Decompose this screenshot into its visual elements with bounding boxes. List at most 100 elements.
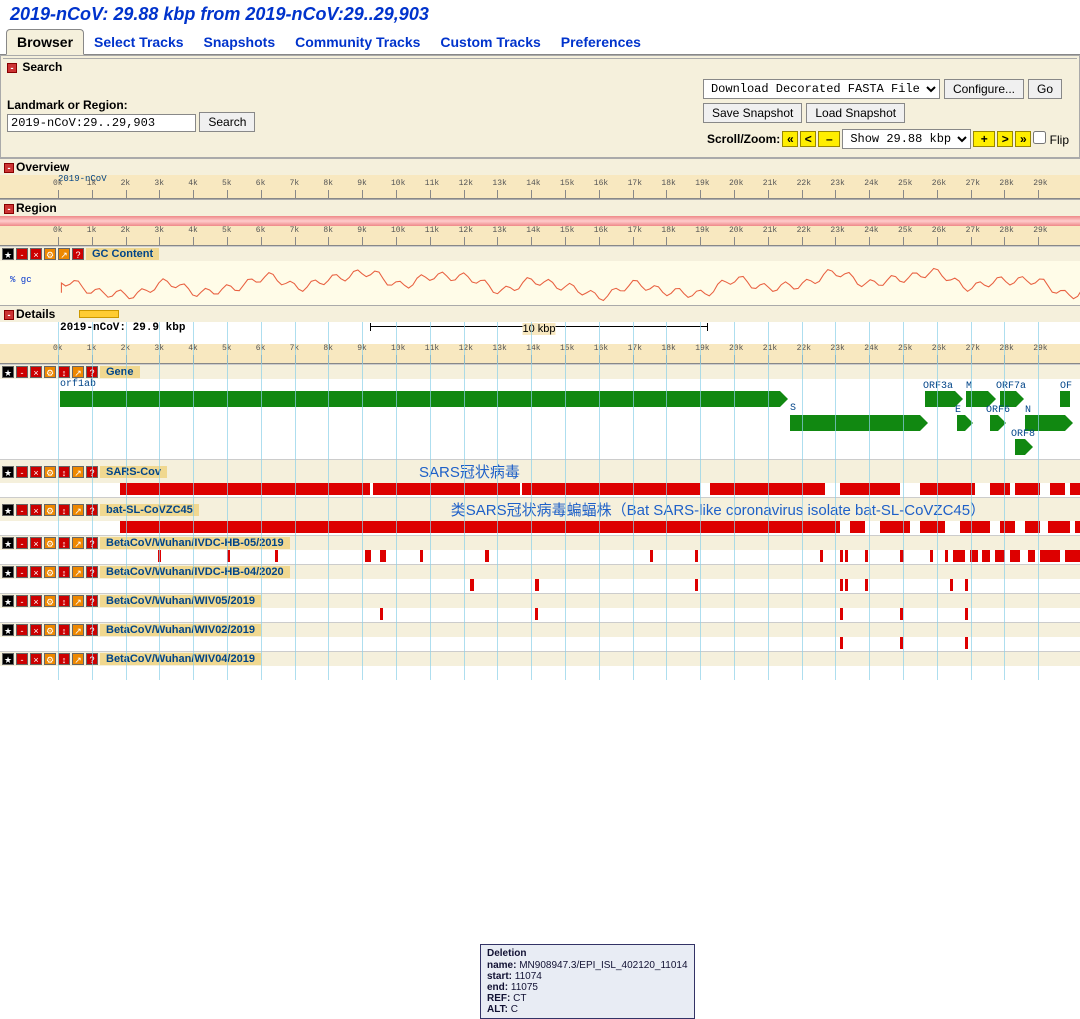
close-icon[interactable]: × xyxy=(30,248,42,260)
cmp-segment[interactable] xyxy=(920,483,975,495)
scroll-right-icon[interactable]: > xyxy=(997,131,1013,147)
share-icon[interactable]: ↗ xyxy=(72,466,84,478)
cmp-segment[interactable] xyxy=(365,550,371,562)
cmp-segment[interactable] xyxy=(840,608,843,620)
zoom-out-icon[interactable]: – xyxy=(818,131,840,147)
collapse-icon[interactable]: - xyxy=(16,566,28,578)
expand-icon[interactable]: ↕ xyxy=(58,624,70,636)
config-icon[interactable]: ⚙ xyxy=(44,466,56,478)
download-select[interactable]: Download Decorated FASTA File xyxy=(703,79,940,99)
go-button[interactable]: Go xyxy=(1028,79,1062,99)
cmp-segment[interactable] xyxy=(1075,521,1080,533)
favorite-icon[interactable]: ★ xyxy=(2,595,14,607)
gene-s[interactable] xyxy=(790,415,920,431)
cmp-segment[interactable] xyxy=(965,579,968,591)
load-snapshot-button[interactable]: Load Snapshot xyxy=(806,103,905,123)
cmp-segment[interactable] xyxy=(945,550,948,562)
favorite-icon[interactable]: ★ xyxy=(2,624,14,636)
gc-content-track[interactable]: % gc xyxy=(0,261,1080,305)
tab-snapshots[interactable]: Snapshots xyxy=(194,30,286,54)
cmp-segment[interactable] xyxy=(522,483,700,495)
cmp-segment[interactable] xyxy=(1015,483,1040,495)
tab-preferences[interactable]: Preferences xyxy=(551,30,651,54)
gene-track[interactable]: orf1abSORF3aMORF7aEORF6NORF8OF xyxy=(60,379,1080,459)
details-header[interactable]: -Details xyxy=(0,305,1080,322)
share-icon[interactable]: ↗ xyxy=(58,248,70,260)
flip-checkbox-label[interactable]: Flip xyxy=(1033,131,1069,147)
cmp-segment[interactable] xyxy=(120,521,840,533)
expand-icon[interactable]: ↕ xyxy=(58,466,70,478)
gene-orf1ab[interactable] xyxy=(60,391,780,407)
cmp-segment[interactable] xyxy=(840,550,843,562)
cmp-segment[interactable] xyxy=(865,579,868,591)
config-icon[interactable]: ⚙ xyxy=(44,504,56,516)
region-ruler[interactable]: 0k1k2k3k4k5k6k7k8k9k10k11k12k13k14k15k16… xyxy=(0,226,1080,246)
cmp-segment[interactable] xyxy=(1028,550,1035,562)
close-icon[interactable]: × xyxy=(30,653,42,665)
close-icon[interactable]: × xyxy=(30,466,42,478)
favorite-icon[interactable]: ★ xyxy=(2,366,14,378)
collapse-icon[interactable]: - xyxy=(16,537,28,549)
cmp-segment[interactable] xyxy=(535,608,538,620)
close-icon[interactable]: × xyxy=(30,566,42,578)
config-icon[interactable]: ⚙ xyxy=(44,366,56,378)
cmp-segment[interactable] xyxy=(845,579,848,591)
tab-custom-tracks[interactable]: Custom Tracks xyxy=(430,30,550,54)
tab-browser[interactable]: Browser xyxy=(6,29,84,55)
expand-icon[interactable]: ↕ xyxy=(58,366,70,378)
cmp-segment[interactable] xyxy=(650,550,653,562)
cmp-segment[interactable] xyxy=(920,521,945,533)
zoom-select[interactable]: Show 29.88 kbp xyxy=(842,129,971,149)
collapse-icon[interactable]: - xyxy=(4,163,14,173)
collapse-icon[interactable]: - xyxy=(16,366,28,378)
gene-orf6[interactable] xyxy=(990,415,998,431)
scroll-left-fast-icon[interactable]: « xyxy=(782,131,798,147)
cmp-segment[interactable] xyxy=(1010,550,1020,562)
tab-select-tracks[interactable]: Select Tracks xyxy=(84,30,194,54)
collapse-icon[interactable]: - xyxy=(4,204,14,214)
cmp-segment[interactable] xyxy=(485,550,489,562)
cmp-segment[interactable] xyxy=(982,550,990,562)
gene-m[interactable] xyxy=(966,391,988,407)
cmp-segment[interactable] xyxy=(120,483,370,495)
favorite-icon[interactable]: ★ xyxy=(2,504,14,516)
cmp-segment[interactable] xyxy=(840,637,843,649)
cmp-segment[interactable] xyxy=(990,483,1010,495)
cmp-segment[interactable] xyxy=(950,579,953,591)
share-icon[interactable]: ↗ xyxy=(72,566,84,578)
collapse-icon[interactable]: - xyxy=(16,466,28,478)
collapse-icon[interactable]: - xyxy=(16,653,28,665)
share-icon[interactable]: ↗ xyxy=(72,504,84,516)
config-icon[interactable]: ⚙ xyxy=(44,566,56,578)
cmp-segment[interactable] xyxy=(820,550,823,562)
collapse-icon[interactable]: - xyxy=(16,624,28,636)
expand-icon[interactable]: ↕ xyxy=(58,566,70,578)
cmp-segment[interactable] xyxy=(1040,550,1060,562)
config-icon[interactable]: ⚙ xyxy=(44,595,56,607)
collapse-icon[interactable]: - xyxy=(16,248,28,260)
collapse-icon[interactable]: - xyxy=(7,63,17,73)
cmp-segment[interactable] xyxy=(1050,483,1065,495)
cmp-segment[interactable] xyxy=(535,579,539,591)
expand-icon[interactable]: ↕ xyxy=(58,504,70,516)
cmp-segment[interactable] xyxy=(1065,550,1080,562)
close-icon[interactable]: × xyxy=(30,537,42,549)
favorite-icon[interactable]: ★ xyxy=(2,248,14,260)
help-icon[interactable]: ? xyxy=(72,248,84,260)
cmp-segment[interactable] xyxy=(420,550,423,562)
config-icon[interactable]: ⚙ xyxy=(44,248,56,260)
config-icon[interactable]: ⚙ xyxy=(44,653,56,665)
scroll-right-fast-icon[interactable]: » xyxy=(1015,131,1031,147)
share-icon[interactable]: ↗ xyxy=(72,653,84,665)
cmp-segment[interactable] xyxy=(695,550,698,562)
share-icon[interactable]: ↗ xyxy=(72,537,84,549)
close-icon[interactable]: × xyxy=(30,595,42,607)
cmp-segment[interactable] xyxy=(380,608,383,620)
favorite-icon[interactable]: ★ xyxy=(2,537,14,549)
cmp-segment[interactable] xyxy=(1000,521,1015,533)
cmp-segment[interactable] xyxy=(380,550,386,562)
close-icon[interactable]: × xyxy=(30,366,42,378)
region-bar[interactable] xyxy=(0,216,1080,226)
overview-ruler[interactable]: 2019-nCoV0k1k2k3k4k5k6k7k8k9k10k11k12k13… xyxy=(0,175,1080,199)
save-snapshot-button[interactable]: Save Snapshot xyxy=(703,103,802,123)
